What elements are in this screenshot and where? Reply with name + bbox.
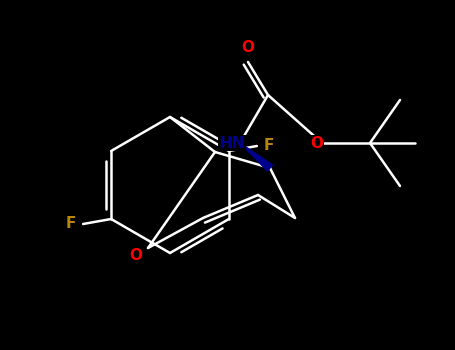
Text: F: F [66,217,76,231]
Polygon shape [240,143,273,171]
Text: HN: HN [219,135,245,150]
Text: O: O [310,135,324,150]
Text: F: F [264,139,274,154]
Text: O: O [130,248,142,264]
Text: O: O [242,41,254,56]
